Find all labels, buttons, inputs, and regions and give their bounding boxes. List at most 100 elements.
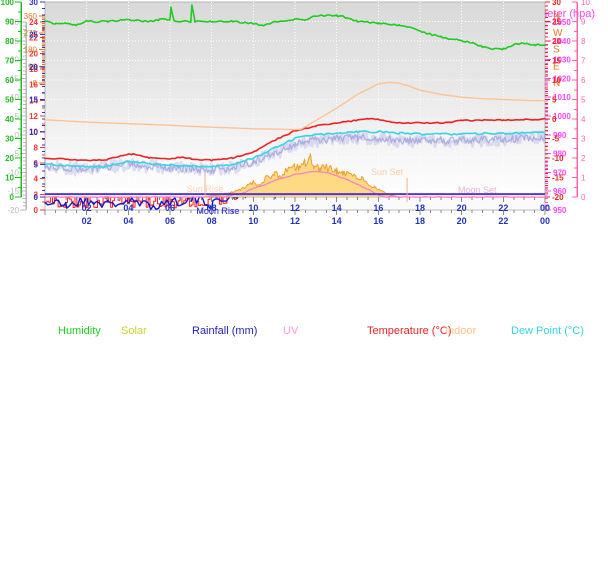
svg-text:-5: -5 [12, 150, 20, 159]
svg-text:15: 15 [552, 57, 561, 66]
svg-text:20: 20 [5, 154, 14, 163]
svg-text:10: 10 [29, 128, 38, 137]
svg-text:S: S [553, 45, 560, 56]
svg-text:20: 20 [552, 37, 561, 46]
svg-text:2: 2 [34, 190, 39, 199]
svg-text:0: 0 [34, 206, 39, 215]
svg-text:06: 06 [165, 216, 175, 226]
svg-text:50: 50 [5, 96, 14, 105]
svg-text:18: 18 [29, 65, 38, 74]
legend-item-indoor: Indoor [445, 325, 477, 337]
svg-text:1000: 1000 [553, 112, 571, 121]
svg-text:10: 10 [552, 76, 561, 85]
svg-text:22: 22 [498, 216, 508, 226]
svg-text:980: 980 [553, 150, 567, 159]
svg-text:12: 12 [290, 216, 300, 226]
svg-text:20: 20 [29, 63, 38, 72]
svg-text:10: 10 [5, 174, 14, 183]
svg-text:15: 15 [10, 74, 19, 83]
svg-text:Moon Rise: Moon Rise [196, 206, 239, 216]
svg-text:00: 00 [540, 203, 550, 213]
svg-text:270: 270 [24, 29, 38, 38]
svg-text:1040: 1040 [553, 37, 571, 46]
svg-text:02: 02 [82, 203, 92, 213]
climate-legend: Humidity Solar Rainfall (mm) UV Temperat… [0, 325, 608, 341]
svg-text:5: 5 [34, 161, 39, 170]
svg-text:08: 08 [207, 203, 217, 213]
svg-text:06: 06 [165, 203, 175, 213]
svg-text:-10: -10 [7, 168, 19, 177]
svg-text:9: 9 [581, 18, 586, 27]
legend-item-solar: Solar [121, 325, 147, 337]
legend-item-humidity: Humidity [58, 325, 101, 337]
svg-text:25: 25 [552, 18, 561, 27]
svg-text:14: 14 [332, 216, 342, 226]
svg-text:-5: -5 [552, 135, 560, 144]
svg-text:30: 30 [29, 0, 38, 7]
svg-text:8: 8 [34, 143, 39, 152]
svg-text:10: 10 [581, 0, 590, 7]
svg-text:100: 100 [1, 0, 15, 7]
svg-text:00: 00 [540, 216, 550, 226]
legend-item-rainfall: Rainfall (mm) [192, 325, 258, 337]
svg-text:1020: 1020 [553, 74, 571, 83]
svg-text:E: E [553, 61, 560, 72]
svg-text:15: 15 [29, 96, 38, 105]
svg-text:-20: -20 [552, 193, 564, 202]
svg-text:-20: -20 [7, 206, 19, 215]
svg-text:18: 18 [415, 216, 425, 226]
legend-item-temperature: Temperature (°C) [367, 325, 452, 337]
svg-text:1: 1 [581, 174, 586, 183]
svg-text:7: 7 [581, 57, 586, 66]
svg-text:4: 4 [34, 175, 39, 184]
svg-text:180: 180 [24, 46, 38, 55]
svg-text:0: 0 [10, 193, 15, 202]
svg-text:990: 990 [553, 131, 567, 140]
svg-text:0: 0 [552, 115, 557, 124]
svg-text:30: 30 [5, 135, 14, 144]
svg-text:80: 80 [5, 37, 14, 46]
svg-text:8: 8 [581, 37, 586, 46]
svg-text:30: 30 [10, 18, 19, 27]
svg-text:5: 5 [552, 96, 557, 105]
svg-text:1030: 1030 [553, 56, 571, 65]
svg-text:6: 6 [34, 159, 39, 168]
svg-text:N: N [553, 78, 560, 89]
svg-text:Sun Set: Sun Set [371, 167, 404, 177]
svg-text:4: 4 [581, 115, 586, 124]
svg-text:60: 60 [5, 76, 14, 85]
svg-text:2: 2 [581, 154, 586, 163]
svg-text:Sun Rise: Sun Rise [187, 184, 224, 194]
svg-text:N: N [553, 11, 560, 22]
svg-text:5: 5 [581, 96, 586, 105]
svg-text:08: 08 [207, 216, 217, 226]
svg-text:1050: 1050 [553, 18, 571, 27]
svg-text:22: 22 [29, 34, 38, 43]
svg-text:14: 14 [332, 203, 342, 213]
svg-text:24: 24 [29, 18, 38, 27]
svg-text:30: 30 [552, 0, 561, 7]
svg-text:22: 22 [498, 203, 508, 213]
svg-text:18: 18 [415, 203, 425, 213]
svg-text:20: 20 [29, 49, 38, 58]
svg-text:16: 16 [373, 216, 383, 226]
svg-text:20: 20 [457, 203, 467, 213]
svg-text:970: 970 [553, 168, 567, 177]
svg-text:90: 90 [28, 62, 37, 71]
svg-text:10: 10 [10, 93, 19, 102]
svg-text:40: 40 [5, 115, 14, 124]
svg-text:20: 20 [457, 216, 467, 226]
svg-text:16: 16 [29, 81, 38, 90]
svg-text:70: 70 [5, 57, 14, 66]
svg-text:1010: 1010 [553, 93, 571, 102]
svg-text:04: 04 [123, 203, 133, 213]
svg-text:20: 20 [10, 56, 19, 65]
svg-text:950: 950 [553, 206, 567, 215]
svg-text:-15: -15 [7, 187, 19, 196]
svg-text:W: W [553, 28, 563, 39]
svg-text:-15: -15 [552, 174, 564, 183]
svg-text:16: 16 [373, 203, 383, 213]
svg-text:Moon Set: Moon Set [458, 185, 497, 195]
